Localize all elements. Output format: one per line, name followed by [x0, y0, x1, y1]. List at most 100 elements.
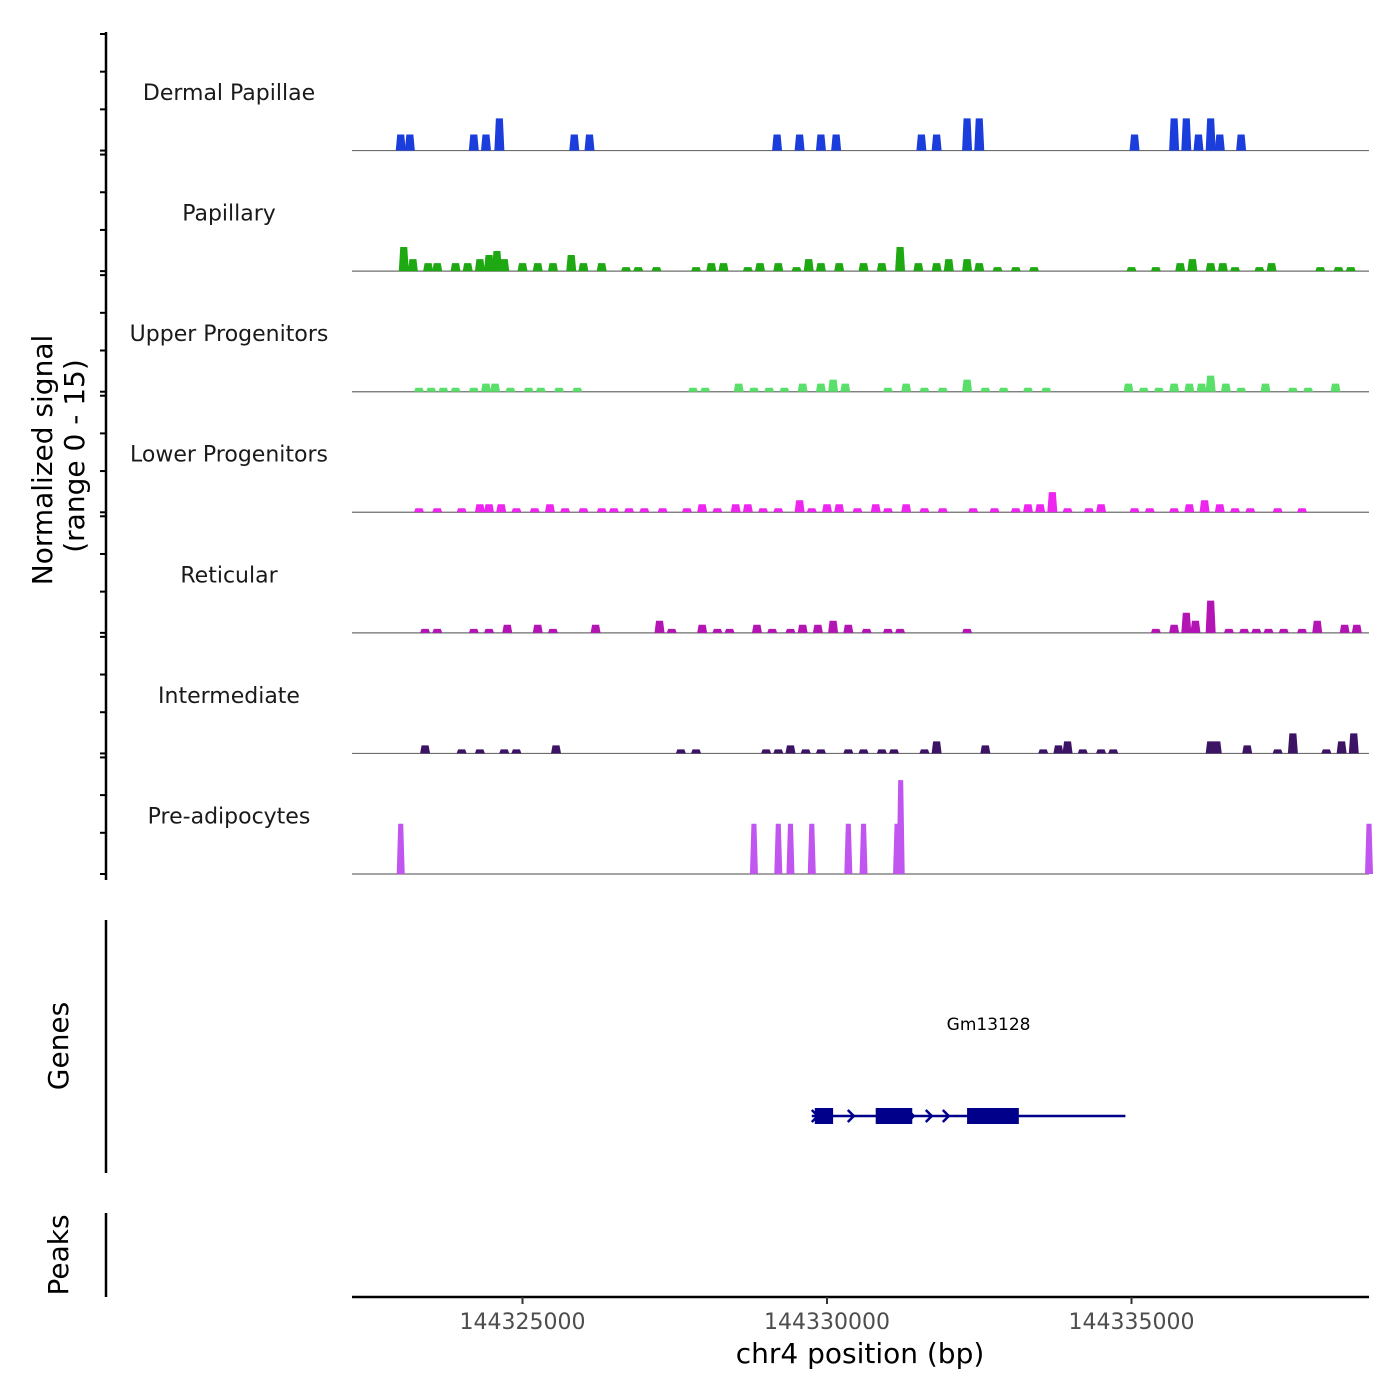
signal-peak	[450, 263, 461, 272]
signal-peak	[1035, 504, 1046, 513]
signal-peak	[913, 263, 924, 272]
signal-peak	[1029, 267, 1040, 272]
signal-peak	[1333, 267, 1344, 272]
signal-peak	[584, 134, 595, 151]
signal-peak	[1022, 387, 1033, 392]
signal-peak	[396, 823, 405, 874]
signal-peak	[761, 749, 772, 754]
strand-arrow-icon	[941, 1109, 951, 1123]
signal-peak	[511, 749, 522, 754]
signal-peak	[666, 628, 677, 633]
signal-peak	[773, 263, 784, 272]
signal-peak	[511, 508, 522, 513]
signal-peak	[1062, 741, 1073, 754]
signal-peak	[822, 504, 833, 513]
signal-peak	[861, 628, 872, 633]
signal-peak	[730, 504, 741, 513]
signal-peak	[807, 823, 816, 874]
signal-peak	[980, 387, 991, 392]
signal-peak	[596, 508, 607, 513]
signal-peak	[651, 267, 662, 272]
signal-peak	[691, 267, 702, 272]
signal-peak	[1336, 741, 1347, 754]
signal-peak	[749, 823, 758, 874]
signal-peak	[1047, 492, 1058, 513]
signal-peak	[943, 259, 954, 272]
signal-peak	[554, 387, 565, 392]
signal-peak	[803, 259, 814, 272]
strand-arrow-icon	[810, 1109, 820, 1123]
signal-peak	[712, 628, 723, 633]
signal-peak	[828, 379, 839, 392]
signal-peak	[992, 267, 1003, 272]
signal-peak	[1351, 624, 1362, 633]
signal-peak	[474, 504, 485, 513]
signal-peak	[828, 620, 839, 633]
signal-peak	[1339, 624, 1350, 633]
signal-peak	[578, 508, 589, 513]
signal-peak	[608, 508, 619, 513]
signal-peak	[895, 628, 906, 633]
signal-peak	[931, 263, 942, 272]
signal-peak	[1062, 508, 1073, 513]
track-label: Reticular	[180, 563, 278, 588]
signal-peak	[1287, 733, 1298, 754]
signal-peak	[1263, 628, 1274, 633]
signal-peak	[1150, 628, 1161, 633]
signal-peak	[919, 508, 930, 513]
signal-peak	[1041, 387, 1052, 392]
signal-peak	[480, 383, 491, 392]
signal-peak	[484, 628, 495, 633]
signal-peak	[529, 508, 540, 513]
signal-peak	[681, 508, 692, 513]
signal-peak	[490, 383, 501, 392]
signal-peak	[772, 134, 783, 151]
signal-peak	[962, 259, 973, 272]
signal-peak	[496, 504, 507, 513]
signal-peak	[578, 263, 589, 272]
coverage-y-axis-title-line1: Normalized signal	[26, 335, 59, 586]
signal-peak	[1239, 628, 1250, 633]
strand-arrow-icon	[906, 1109, 916, 1123]
signal-peak	[882, 508, 893, 513]
signal-peak	[544, 504, 555, 513]
signal-peak	[742, 267, 753, 272]
track-reticular: Reticular	[180, 563, 1369, 634]
x-ticks: 144325000 144330000 144335000	[460, 1297, 1194, 1335]
coverage-tracks: Dermal Papillae Papillary Upper Progenitor…	[130, 81, 1373, 875]
signal-peak	[547, 263, 558, 272]
signal-peak	[876, 749, 887, 754]
signal-peak	[916, 134, 927, 151]
signal-peak	[1175, 263, 1186, 272]
signal-peak	[998, 387, 1009, 392]
gene-track: Gm13128	[810, 1015, 1126, 1124]
signal-peak	[432, 508, 443, 513]
signal-peak	[1108, 749, 1119, 754]
signal-peak	[691, 749, 702, 754]
signal-peak	[1321, 749, 1332, 754]
track-label: Papillary	[182, 202, 276, 227]
signal-peak	[1187, 259, 1198, 272]
signal-peak	[639, 508, 650, 513]
signal-peak	[1169, 383, 1180, 392]
signal-peak	[468, 387, 479, 392]
signal-peak	[1193, 134, 1204, 151]
signal-peak	[831, 134, 842, 151]
genes-panel-label: Genes	[42, 1002, 75, 1090]
signal-peak	[919, 387, 930, 392]
signal-peak	[1251, 628, 1262, 633]
signal-peak	[1184, 383, 1195, 392]
signal-peak	[1144, 508, 1155, 513]
signal-peak	[398, 247, 409, 272]
gene-exon	[967, 1108, 1019, 1124]
signal-peak	[1220, 383, 1231, 392]
signal-peak	[1236, 387, 1247, 392]
signal-peak	[1242, 745, 1253, 754]
signal-peak	[815, 134, 826, 151]
signal-peak	[484, 255, 495, 272]
signal-peak	[774, 823, 783, 874]
signal-peak	[484, 504, 495, 513]
signal-peak	[1315, 267, 1326, 272]
signal-peak	[858, 749, 869, 754]
signal-peak	[1272, 508, 1283, 513]
